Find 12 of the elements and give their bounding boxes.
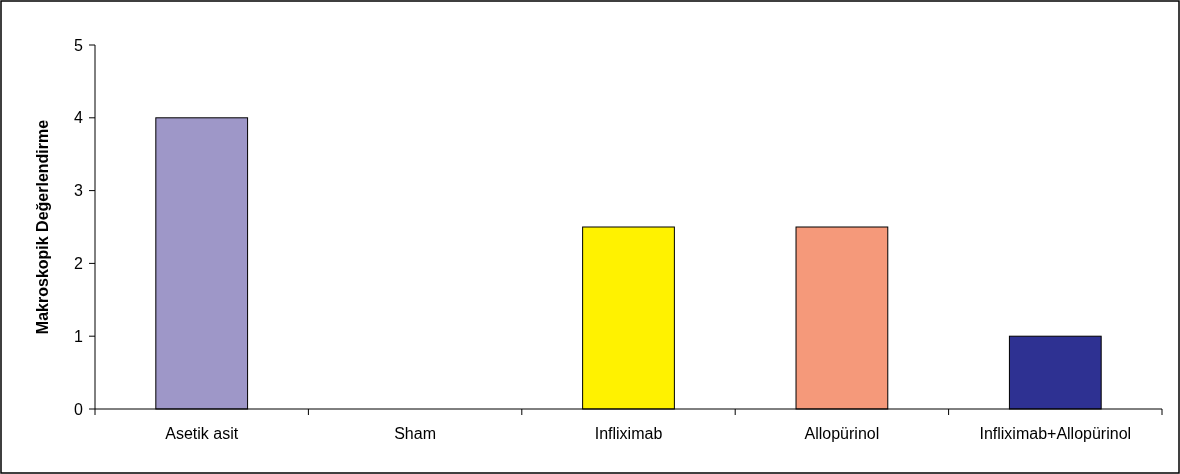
y-axis-title: Makroskopik Değerlendirme: [34, 119, 51, 335]
x-tick-label: Infliximab+Allopürinol: [979, 425, 1132, 442]
y-tick-label: 4: [74, 109, 84, 127]
y-tick-label: 3: [74, 182, 84, 200]
y-tick-label: 0: [74, 400, 84, 418]
x-tick-label: Asetik asit: [165, 425, 239, 442]
y-tick-label: 2: [74, 255, 84, 272]
x-tick-label: Infliximab: [594, 425, 663, 442]
x-tick-label: Sham: [394, 425, 436, 442]
x-tick-label: Allopürinol: [804, 425, 880, 442]
y-tick-label: 1: [74, 327, 84, 345]
y-tick-label: 5: [74, 36, 84, 54]
